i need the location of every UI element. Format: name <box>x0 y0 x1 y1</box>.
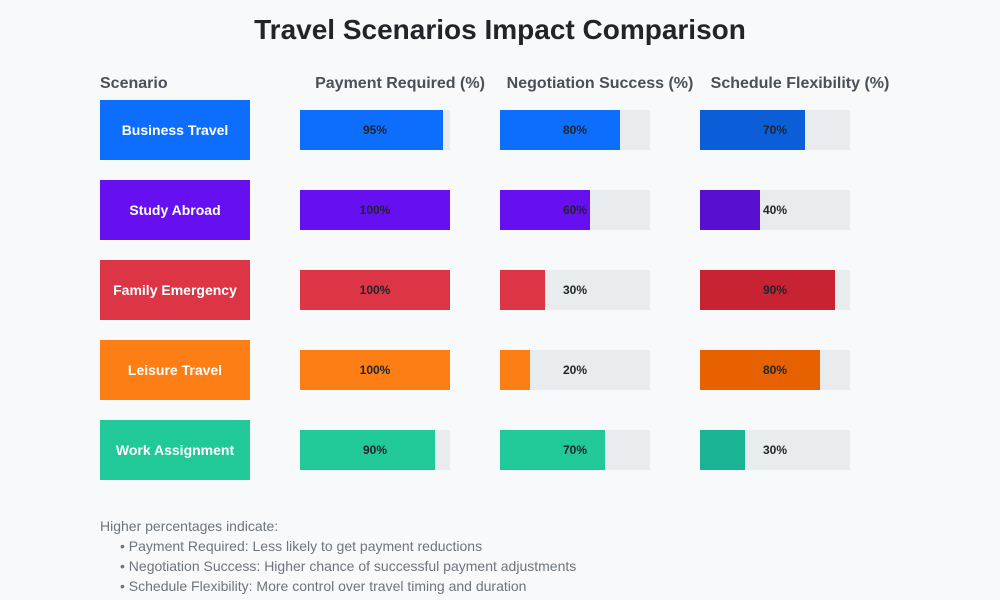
bar-fill <box>500 190 590 230</box>
bar-value: 30% <box>562 283 588 297</box>
bar-value: 40% <box>762 203 788 217</box>
bar-fill <box>700 110 805 150</box>
bar-value: 80% <box>762 363 788 377</box>
bar-track-schedule-flexibility: 90% <box>700 270 850 310</box>
notes-intro: Higher percentages indicate: <box>100 518 279 534</box>
note-payment-required: • Payment Required: Less likely to get p… <box>120 538 483 554</box>
bar-track-schedule-flexibility: 70% <box>700 110 850 150</box>
scenario-row: Study Abroad 100% 60% 40% <box>0 180 1000 240</box>
bar-value: 90% <box>362 443 388 457</box>
scenario-row: Leisure Travel 100% 20% 80% <box>0 340 1000 400</box>
scenario-label: Family Emergency <box>100 260 250 320</box>
bar-value: 60% <box>562 203 588 217</box>
header-negotiation-success: Negotiation Success (%) <box>506 75 694 92</box>
bar-fill <box>700 190 760 230</box>
bar-track-payment-required: 95% <box>300 110 450 150</box>
scenario-label: Business Travel <box>100 100 250 160</box>
scenario-label: Leisure Travel <box>100 340 250 400</box>
bar-fill <box>300 270 450 310</box>
bar-value: 95% <box>362 123 388 137</box>
bar-fill <box>300 190 450 230</box>
bar-track-payment-required: 100% <box>300 190 450 230</box>
scenario-label: Work Assignment <box>100 420 250 480</box>
bar-track-negotiation-success: 70% <box>500 430 650 470</box>
bar-track-payment-required: 100% <box>300 270 450 310</box>
bar-fill <box>700 350 820 390</box>
bar-value: 100% <box>359 283 391 297</box>
bar-fill <box>300 110 443 150</box>
bar-track-payment-required: 100% <box>300 350 450 390</box>
scenario-row: Work Assignment 90% 70% 30% <box>0 420 1000 480</box>
bar-value: 90% <box>762 283 788 297</box>
bar-value: 70% <box>562 443 588 457</box>
bar-track-negotiation-success: 30% <box>500 270 650 310</box>
header-schedule-flexibility: Schedule Flexibility (%) <box>710 75 890 92</box>
scenario-row: Family Emergency 100% 30% 90% <box>0 260 1000 320</box>
bar-value: 100% <box>359 363 391 377</box>
bar-fill <box>500 110 620 150</box>
bar-value: 100% <box>359 203 391 217</box>
bar-fill <box>300 430 435 470</box>
bar-fill <box>700 270 835 310</box>
bar-track-schedule-flexibility: 30% <box>700 430 850 470</box>
bar-fill <box>500 270 545 310</box>
bar-track-payment-required: 90% <box>300 430 450 470</box>
header-scenario: Scenario <box>100 75 168 92</box>
bar-fill <box>300 350 450 390</box>
note-negotiation-success: • Negotiation Success: Higher chance of … <box>120 558 577 574</box>
header-payment-required: Payment Required (%) <box>315 75 485 92</box>
bar-value: 20% <box>562 363 588 377</box>
bar-value: 80% <box>562 123 588 137</box>
bar-track-negotiation-success: 60% <box>500 190 650 230</box>
bar-fill <box>500 430 605 470</box>
bar-value: 30% <box>762 443 788 457</box>
bar-track-negotiation-success: 20% <box>500 350 650 390</box>
bar-fill <box>500 350 530 390</box>
bar-track-negotiation-success: 80% <box>500 110 650 150</box>
scenario-label: Study Abroad <box>100 180 250 240</box>
bar-fill <box>700 430 745 470</box>
bar-track-schedule-flexibility: 80% <box>700 350 850 390</box>
scenario-row: Business Travel 95% 80% 70% <box>0 100 1000 160</box>
bar-value: 70% <box>762 123 788 137</box>
chart-title: Travel Scenarios Impact Comparison <box>254 14 746 45</box>
bar-track-schedule-flexibility: 40% <box>700 190 850 230</box>
notes: Higher percentages indicate: • Payment R… <box>100 516 576 596</box>
note-schedule-flexibility: • Schedule Flexibility: More control ove… <box>120 578 527 594</box>
